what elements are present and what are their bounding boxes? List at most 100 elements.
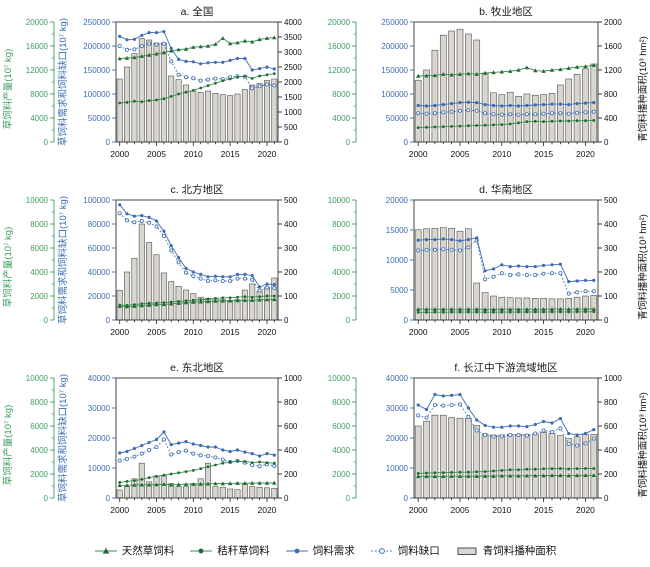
svg-text:12000: 12000: [26, 66, 49, 75]
left-axis-label-green-row2: 草饲料产量(10⁷ kg): [3, 226, 14, 308]
svg-text:8000: 8000: [332, 398, 350, 407]
svg-text:0: 0: [44, 316, 49, 325]
svg-text:2015: 2015: [534, 149, 553, 159]
svg-text:20000: 20000: [26, 18, 49, 27]
svg-text:20000: 20000: [88, 434, 111, 443]
svg-text:0: 0: [404, 316, 409, 325]
svg-text:2005: 2005: [451, 149, 470, 159]
panel-b-chart: 0400080001200016000200000500001000001500…: [328, 5, 623, 159]
svg-text:150000: 150000: [83, 66, 110, 75]
svg-text:300: 300: [604, 244, 618, 253]
svg-text:0: 0: [284, 138, 289, 147]
svg-text:80000: 80000: [88, 220, 111, 229]
svg-text:16000: 16000: [26, 42, 49, 51]
panel-row-2: 草饲料产量(10⁷ kg) 0 2000 4000 6000 8000 10000 0 200…: [0, 178, 650, 356]
svg-text:2000: 2000: [110, 149, 129, 159]
svg-text:300: 300: [284, 244, 298, 253]
sown-area-marker-icon: [457, 547, 477, 555]
svg-text:40000: 40000: [88, 374, 111, 383]
svg-text:800: 800: [604, 90, 618, 99]
svg-text:4000: 4000: [30, 446, 48, 455]
svg-text:6000: 6000: [332, 244, 350, 253]
svg-text:100000: 100000: [381, 90, 408, 99]
svg-text:2015: 2015: [221, 505, 240, 515]
svg-text:1200: 1200: [604, 66, 622, 75]
svg-text:150000: 150000: [381, 66, 408, 75]
legend-item-sown-area: 青饲料播种面积: [455, 543, 557, 558]
left-axis-label-green-row1: 草饲料产量(10⁷ kg): [3, 48, 14, 130]
svg-text:2015: 2015: [534, 505, 553, 515]
svg-text:600: 600: [604, 422, 618, 431]
svg-text:2000: 2000: [604, 18, 622, 27]
svg-text:0: 0: [284, 316, 289, 325]
right-axis-label-row1: 青饲料播种面积(10³ hm²): [638, 36, 649, 142]
svg-text:c. 北方地区: c. 北方地区: [170, 183, 223, 196]
svg-text:20000: 20000: [88, 292, 111, 301]
svg-text:2000: 2000: [409, 149, 428, 159]
svg-text:0: 0: [106, 138, 111, 147]
svg-text:0: 0: [346, 494, 351, 503]
left-axis-label-green-row3: 草饲料产量(10⁷ kg): [3, 404, 14, 486]
svg-text:2500: 2500: [284, 63, 302, 72]
svg-text:20000: 20000: [328, 18, 351, 27]
panel-e-chart: 0200040006000800010000010000200003000040…: [26, 361, 303, 515]
svg-text:200: 200: [284, 470, 298, 479]
svg-text:0: 0: [604, 138, 609, 147]
svg-text:4000: 4000: [332, 114, 350, 123]
svg-text:1000: 1000: [284, 374, 302, 383]
svg-text:2010: 2010: [492, 505, 511, 515]
svg-text:2010: 2010: [184, 149, 203, 159]
svg-text:20000: 20000: [386, 434, 409, 443]
svg-text:800: 800: [604, 398, 618, 407]
panel-row-1: 草饲料产量(10⁷ kg) 0 4000 8000 12000 16000 20000 0 5…: [0, 0, 650, 178]
legend: 天然草饲料 秸秆草饲料 饲料需求 饲料缺口 青饲料播种面积: [0, 534, 650, 567]
svg-text:400: 400: [284, 220, 298, 229]
svg-text:800: 800: [284, 398, 298, 407]
svg-text:2000: 2000: [409, 327, 428, 337]
svg-text:0: 0: [346, 316, 351, 325]
svg-text:2005: 2005: [451, 505, 470, 515]
svg-text:2020: 2020: [576, 149, 595, 159]
legend-label-sown-area: 青饲料播种面积: [482, 545, 557, 557]
svg-text:4000: 4000: [30, 268, 48, 277]
svg-text:50000: 50000: [386, 114, 409, 123]
svg-text:2005: 2005: [147, 149, 166, 159]
svg-text:2005: 2005: [147, 505, 166, 515]
svg-text:8000: 8000: [30, 220, 48, 229]
svg-text:2020: 2020: [257, 149, 276, 159]
svg-text:100000: 100000: [83, 90, 110, 99]
svg-text:a. 全国: a. 全国: [181, 5, 214, 18]
svg-text:600: 600: [284, 422, 298, 431]
legend-item-demand: 饲料需求: [285, 543, 355, 558]
svg-text:1500: 1500: [284, 93, 302, 102]
svg-text:2000: 2000: [110, 327, 129, 337]
svg-text:2015: 2015: [534, 327, 553, 337]
svg-text:2010: 2010: [492, 327, 511, 337]
svg-text:0: 0: [346, 138, 351, 147]
straw-marker-icon: [190, 548, 213, 553]
svg-text:0: 0: [106, 316, 111, 325]
legend-item-straw: 秸秆草饲料: [189, 543, 270, 558]
svg-text:8000: 8000: [332, 220, 350, 229]
svg-text:200: 200: [604, 470, 618, 479]
svg-text:2005: 2005: [147, 327, 166, 337]
legend-item-gap: 饲料缺口: [370, 543, 440, 558]
svg-text:4000: 4000: [332, 268, 350, 277]
svg-text:0: 0: [44, 138, 49, 147]
svg-text:500: 500: [284, 123, 298, 132]
svg-text:0: 0: [44, 494, 49, 503]
svg-text:1600: 1600: [604, 42, 622, 51]
panel-f-chart: 0200040006000800010000010000200003000040…: [328, 361, 623, 515]
svg-text:8000: 8000: [30, 90, 48, 99]
svg-text:e. 东北地区: e. 东北地区: [170, 361, 224, 374]
svg-text:6000: 6000: [30, 244, 48, 253]
svg-text:400: 400: [284, 446, 298, 455]
right-axis-label-row3: 青饲料播种面积(10³ hm²): [638, 392, 649, 498]
svg-text:2010: 2010: [184, 505, 203, 515]
legend-label-natural-grass: 天然草饲料: [121, 545, 175, 557]
svg-text:2010: 2010: [184, 327, 203, 337]
svg-text:草饲料需求和饲料缺口(10⁷ kg): 草饲料需求和饲料缺口(10⁷ kg): [57, 374, 69, 502]
legend-label-gap: 饲料缺口: [397, 545, 440, 557]
svg-text:50000: 50000: [88, 114, 111, 123]
